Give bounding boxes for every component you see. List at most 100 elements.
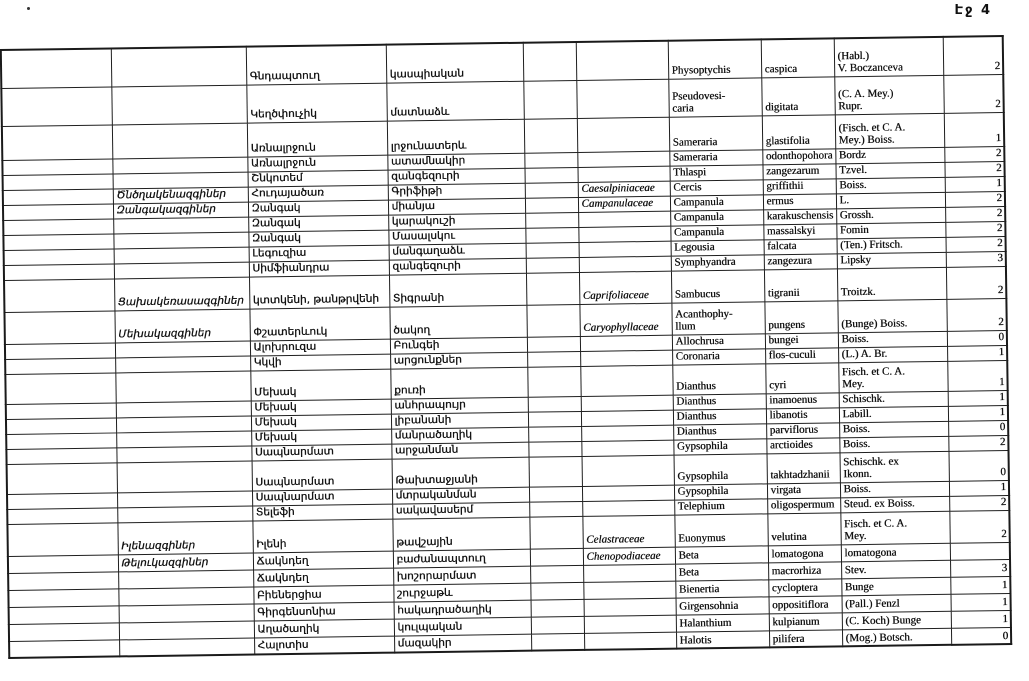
cell-armenian-species: խոշորարմատ (393, 565, 531, 585)
cell-count: 2 (945, 236, 1006, 252)
cell-author: Troitzk. (836, 266, 947, 301)
cell-empty-left (6, 447, 117, 464)
cell-author: Boiss. (835, 176, 945, 194)
cell-empty-mid (529, 515, 583, 549)
scan-artifact-dot (27, 7, 30, 10)
cell-latin-genus: Campanula (669, 194, 764, 211)
cell-author: Lipsky (836, 251, 946, 269)
cell-armenian-species: Տիգրանի (388, 272, 527, 307)
cell-latin-genus: Allochrusa (671, 333, 766, 350)
cell-count: 1 (948, 479, 1010, 496)
cell-latin-family (578, 210, 671, 227)
cell-latin-genus: Euonymus (674, 513, 768, 547)
cell-armenian-species: Թախտաջյանի (391, 456, 529, 489)
plants-table: Գնդապտուղ կասպիական Physoptychis caspica… (0, 35, 1013, 659)
cell-empty-left (9, 639, 120, 658)
cell-count: 2 (945, 266, 1007, 299)
cell-latin-species: oligospermum (767, 497, 841, 514)
cell-armenian-genus: Բիեներցիա (253, 584, 394, 604)
cell-latin-species: parviflorus (766, 422, 840, 439)
cell-latin-species: ermus (762, 193, 837, 210)
cell-author: Fisch. et C. A. Mey. (840, 510, 950, 545)
cell-armenian-family: Ցախակեռասազգիներ (114, 276, 250, 311)
cell-latin-family (583, 580, 676, 599)
cell-empty-mid (524, 151, 578, 168)
cell-count: 1 (950, 609, 1011, 628)
cell-count: 1 (947, 360, 1008, 391)
cell-latin-genus: Telephium (674, 498, 768, 515)
cell-count: 2 (948, 434, 1009, 451)
cell-latin-family: Campanulaceae (577, 195, 671, 212)
cell-empty-mid (523, 117, 578, 153)
cell-latin-genus: Campanula (670, 209, 764, 226)
cell-latin-species: digitata (761, 76, 835, 116)
cell-latin-family (576, 78, 669, 118)
cell-author: Tzvel. (835, 161, 945, 179)
cell-armenian-species: շուրջաթև (393, 582, 531, 602)
cell-latin-family (578, 240, 671, 257)
cell-armenian-species: հակադրածաղիկ (393, 599, 531, 619)
cell-empty-mid (528, 425, 582, 442)
cell-empty-mid (523, 79, 577, 119)
cell-empty-mid (528, 440, 582, 457)
cell-author: Boiss. (839, 480, 950, 498)
cell-empty-left (7, 522, 118, 556)
cell-latin-family (580, 364, 673, 396)
cell-latin-genus: Pseudovesi- caria (668, 77, 762, 117)
cell-latin-family (579, 334, 673, 351)
cell-latin-family (580, 349, 673, 366)
cell-empty-left (3, 248, 114, 266)
cell-count: 2 (949, 494, 1010, 511)
cell-author: Labill. (838, 405, 949, 423)
cell-empty-left (2, 188, 113, 206)
cell-empty-left (5, 417, 117, 434)
cell-empty-left (1, 124, 113, 161)
cell-latin-genus: Cercis (669, 179, 763, 196)
cell-empty-mid (529, 547, 584, 566)
cell-latin-family (581, 424, 674, 441)
cell-latin-species: falcata (763, 238, 837, 255)
cell-latin-family (580, 409, 674, 426)
cell-armenian-family (119, 637, 255, 657)
cell-latin-family (583, 631, 677, 650)
cell-empty-mid (522, 41, 577, 81)
cell-latin-family: Celastraceae (582, 514, 675, 548)
cell-latin-family (580, 394, 673, 411)
cell-empty-mid (525, 271, 580, 305)
cell-empty-left (4, 278, 115, 312)
cell-empty-left (6, 432, 117, 449)
cell-armenian-family (118, 569, 254, 589)
cell-author: (Mog.) Botsch. (841, 627, 952, 647)
cell-author: Fomin (836, 221, 946, 239)
cell-latin-family: Chenopodiaceae (582, 546, 676, 565)
cell-armenian-genus: Գնդապտուղ (245, 44, 387, 85)
cell-latin-genus: Gypsophila (673, 483, 768, 500)
cell-armenian-species: ծակող (389, 304, 527, 339)
cell-armenian-family (111, 122, 248, 159)
cell-latin-genus: Dianthus (672, 363, 766, 395)
cell-latin-genus: Sameraria (668, 115, 763, 151)
cell-latin-species: tigranii (763, 268, 838, 302)
cell-author: Steud. ex Boiss. (840, 495, 950, 513)
cell-latin-species: pungens (764, 300, 838, 334)
cell-latin-genus: Coronaria (672, 348, 766, 365)
cell-latin-family (581, 454, 674, 486)
cell-empty-mid (526, 335, 581, 352)
cell-count: 2 (944, 146, 1005, 162)
cell-empty-left (3, 218, 114, 236)
cell-armenian-family (118, 620, 255, 640)
cell-latin-species: oppositiflora (768, 595, 842, 614)
cell-latin-family: Caryophyllaceae (579, 302, 672, 336)
cell-empty-mid (525, 226, 579, 243)
cell-latin-family (583, 563, 676, 582)
cell-author: Boiss. (837, 330, 948, 348)
cell-empty-mid (525, 211, 579, 228)
cell-armenian-species: մատնաձև (386, 80, 524, 121)
cell-empty-mid (528, 485, 583, 502)
page-number: Էջ 4 (954, 3, 992, 18)
cell-empty-mid (530, 615, 584, 634)
cell-latin-family (578, 255, 671, 272)
cell-latin-species: arctioides (766, 437, 840, 454)
cell-empty-mid (525, 241, 579, 258)
cell-count: 0 (948, 419, 1009, 436)
